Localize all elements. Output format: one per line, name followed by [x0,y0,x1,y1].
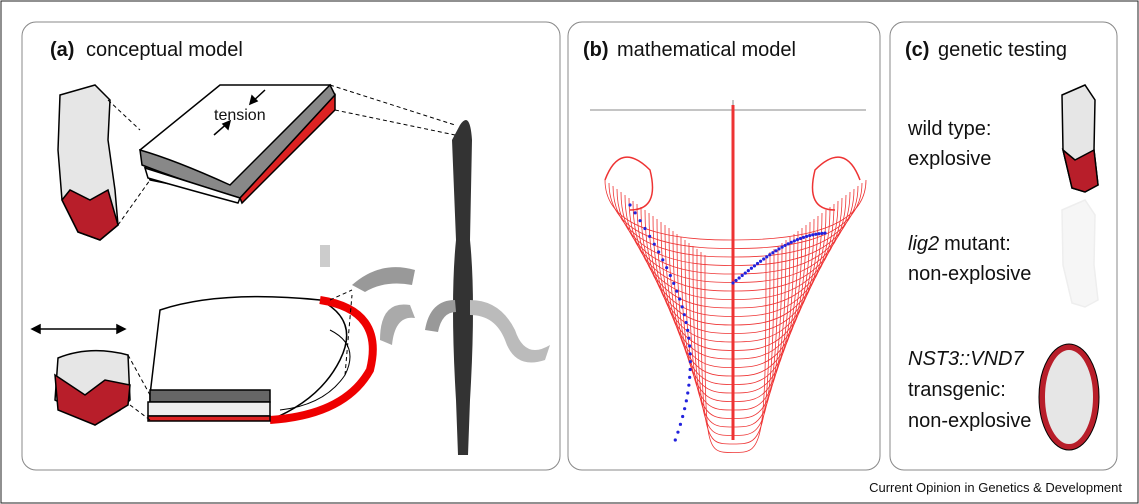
model-point [802,236,805,239]
model-point [628,203,631,206]
annotation: tension [214,107,266,124]
model-point [817,232,820,235]
model-point [738,276,741,279]
model-point [744,271,747,274]
model-point [661,258,664,261]
model-point [753,264,756,267]
model-point [675,290,678,293]
model-point [808,234,811,237]
model-point [768,253,771,256]
genotype: wild type: [907,118,991,140]
phenotype: non-explosive [908,263,1031,285]
model-point [657,250,660,253]
model-point [759,260,762,263]
model-point [688,376,691,379]
gene-name: lig2 [908,233,939,255]
phenotype: non-explosive [908,410,1031,432]
model-point [771,251,774,254]
panel-label: (a) [50,39,74,61]
model-point [648,235,651,238]
model-point [669,274,672,277]
model-point [672,282,675,285]
page: {"panels": [ {"label": "(a)", "title": "… [0,0,1139,504]
model-point [750,267,753,270]
model-point [688,344,691,347]
model-point [734,279,737,282]
model-point [774,249,777,252]
model-point [685,321,688,324]
model-point [687,384,690,387]
model-point [762,257,765,260]
model-point [683,313,686,316]
phenotype: explosive [908,148,991,170]
model-point [681,305,684,308]
model-point [638,219,641,222]
genotype-suffix: mutant: [944,233,1011,255]
model-point [814,233,817,236]
model-point [787,242,790,245]
model-point [820,232,823,235]
model-point [679,423,682,426]
model-point [811,233,814,236]
gene-name: NST3::VND7 [908,348,1024,370]
model-point [678,297,681,300]
panel-title: conceptual model [86,39,243,61]
model-point [674,438,677,441]
model-point [747,269,750,272]
model-point [686,329,689,332]
model-point [683,407,686,410]
model-point [765,255,768,258]
model-point [780,246,783,249]
model-point [823,232,826,235]
model-point [643,227,646,230]
model-point [633,211,636,214]
model-point [805,235,808,238]
panel-label: (c) [905,39,929,61]
model-point [741,274,744,277]
panel-title: mathematical model [617,39,796,61]
model-point [799,237,802,240]
model-point [777,247,780,250]
model-point [756,262,759,265]
model-point [687,337,690,340]
footer: Current Opinion in Genetics & Developmen… [869,480,1122,495]
model-point [689,368,692,371]
model-point [793,239,796,242]
model-point [790,241,793,244]
model-point [689,360,692,363]
model-point [686,391,689,394]
model-point [731,281,734,284]
panel-title: genetic testing [938,39,1067,61]
model-point [784,244,787,247]
model-point [676,431,679,434]
panel-label: (b) [583,39,609,61]
model-point [796,238,799,241]
model-point [665,266,668,269]
model-point [685,399,688,402]
model-point [681,415,684,418]
model-point [689,352,692,355]
model-point [653,243,656,246]
genotype: transgenic: [908,379,1006,401]
figure: (a) conceptual model (b) mathematical mo… [0,0,1139,504]
